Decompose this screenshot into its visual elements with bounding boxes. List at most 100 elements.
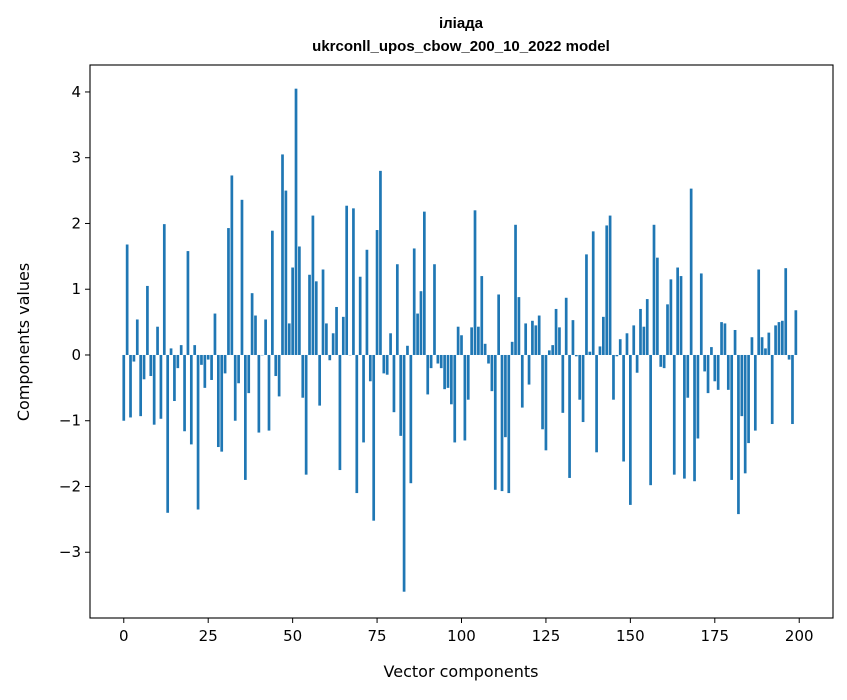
bar [629,355,632,505]
bar [295,89,298,355]
bar [457,327,460,355]
bar [558,327,561,355]
bar [443,355,446,389]
bar [588,352,591,355]
bar [514,225,517,355]
bar [595,355,598,452]
bar [794,310,797,355]
bar [778,322,781,355]
bar [666,304,669,355]
bar [653,225,656,355]
bar [406,346,409,355]
x-tick-label: 150 [616,627,645,645]
bar [285,191,288,355]
bar [538,316,541,355]
y-tick-label: 2 [71,214,81,232]
bar [251,293,254,355]
bar [673,355,676,475]
bar [244,355,247,480]
bar [409,355,412,483]
bar [399,355,402,436]
bar [487,355,490,364]
bar [470,327,473,355]
bar [241,200,244,355]
bar [670,279,673,355]
bar [173,355,176,401]
bar [146,286,149,355]
bar [143,355,146,379]
bar [386,355,389,375]
bar [534,325,537,355]
bar [322,269,325,354]
y-tick-label: 0 [71,346,81,364]
x-tick-label: 200 [785,627,814,645]
bar [781,321,784,355]
bar [784,268,787,355]
bar [274,355,277,376]
bar [531,321,534,355]
bar [602,317,605,355]
bar [572,320,575,355]
x-tick-label: 0 [119,627,129,645]
bar [203,355,206,388]
bar [163,224,166,355]
bar [352,208,355,355]
x-tick-label: 50 [283,627,302,645]
bar [437,355,440,364]
bar [197,355,200,510]
bar [426,355,429,394]
bar [382,355,385,373]
bar [639,309,642,355]
bar [528,355,531,385]
bar [707,355,710,393]
bar [636,355,639,373]
bar [541,355,544,429]
bar [467,355,470,400]
bar [126,245,129,355]
bar [477,327,480,355]
bar [305,355,308,475]
bar [501,355,504,491]
bar [281,154,284,355]
bar [690,189,693,355]
bar [234,355,237,421]
bar [734,330,737,355]
y-tick-label: 3 [71,149,81,167]
bar [230,175,233,355]
bar [315,281,318,355]
bar [217,355,220,447]
bar [450,355,453,404]
bar [403,355,406,592]
y-tick-label: −1 [59,412,81,430]
bar [700,273,703,355]
bar [156,327,159,355]
bar [599,346,602,355]
bar [359,277,362,355]
bar [504,355,507,437]
bar [247,355,250,393]
bar [335,307,338,355]
bar [389,333,392,355]
bar [355,355,358,493]
bar [524,323,527,355]
bar [720,322,723,355]
bar [379,171,382,355]
bar [345,206,348,355]
bar [153,355,156,425]
x-tick-label: 125 [532,627,561,645]
bar [747,355,750,443]
bar [497,294,500,354]
bar [133,355,136,362]
bar [656,258,659,355]
bar [278,355,281,396]
bar [697,355,700,439]
bar [680,276,683,355]
bar [423,212,426,355]
y-tick-label: 1 [71,280,81,298]
bar [207,355,210,360]
bar [740,355,743,416]
y-tick-label: −2 [59,477,81,495]
bar [575,355,578,356]
